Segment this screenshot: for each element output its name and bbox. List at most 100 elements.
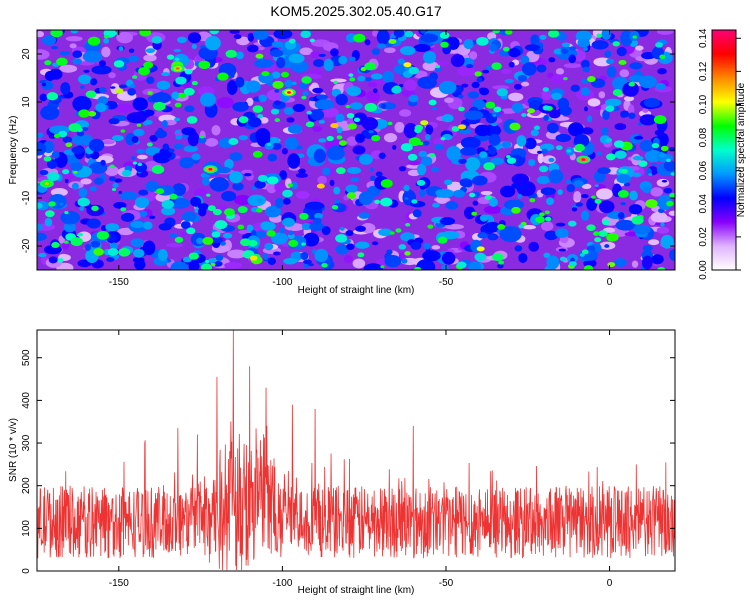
x-tick-label: 0 — [607, 277, 613, 288]
heatmap-cell — [146, 76, 155, 84]
heatmap-cell — [322, 167, 331, 176]
heatmap-cell — [103, 38, 110, 44]
heatmap-cell — [271, 71, 281, 79]
heatmap-cell — [266, 230, 276, 237]
heatmap-cell — [669, 192, 675, 199]
heatmap-cell — [113, 201, 127, 209]
heatmap-cell — [118, 84, 128, 89]
heatmap-cell — [246, 97, 254, 107]
heatmap-cell — [227, 249, 247, 259]
heatmap-cell — [434, 144, 444, 151]
heatmap-cell — [394, 121, 405, 133]
heatmap-cell — [492, 30, 500, 34]
heatmap-cell — [357, 252, 365, 258]
heatmap-cell — [498, 260, 505, 265]
heatmap-cell — [128, 55, 140, 63]
heatmap-cell — [586, 115, 593, 123]
heatmap-cell — [533, 125, 541, 131]
heatmap-cell — [384, 47, 396, 54]
heatmap-cell — [619, 69, 630, 78]
heatmap-cell — [537, 152, 544, 164]
heatmap-cell — [511, 206, 521, 214]
heatmap-cell — [528, 159, 536, 167]
heatmap-cell — [517, 74, 528, 82]
heatmap-cell — [267, 208, 276, 213]
heatmap-cell — [581, 127, 594, 135]
heatmap-cell — [284, 79, 293, 88]
heatmap-cell — [320, 107, 339, 118]
heatmap-cell — [84, 243, 92, 251]
heatmap-cell — [657, 68, 667, 75]
heatmap-cell — [441, 251, 456, 265]
heatmap-cell — [568, 54, 577, 64]
heatmap-cell — [602, 109, 610, 120]
heatmap-cell — [270, 108, 280, 115]
heatmap-cell — [143, 61, 154, 69]
heatmap-cell — [598, 230, 608, 237]
heatmap-cell — [544, 216, 552, 222]
heatmap-cell — [535, 216, 545, 224]
heatmap-cell — [632, 172, 642, 177]
heatmap-cell — [598, 91, 606, 99]
heatmap-cell — [345, 104, 351, 109]
y-tick-label: 20 — [21, 48, 32, 60]
heatmap-cell — [336, 167, 346, 175]
heatmap-cell — [44, 218, 53, 227]
heatmap-cell — [371, 134, 381, 142]
heatmap-cell — [134, 196, 150, 209]
heatmap-cell — [557, 189, 563, 195]
heatmap-cell — [400, 143, 413, 152]
heatmap-cell — [615, 219, 636, 231]
heatmap-cell — [546, 122, 559, 134]
heatmap-cell — [633, 135, 644, 140]
heatmap-cell — [204, 138, 219, 147]
heatmap-cell — [539, 212, 545, 217]
heatmap-cell — [78, 109, 90, 118]
heatmap-cell — [300, 251, 309, 261]
heatmap-cell — [479, 214, 489, 222]
heatmap-cell — [223, 208, 235, 217]
heatmap-cell — [632, 224, 651, 235]
heatmap-cell — [229, 30, 240, 34]
heatmap-cell — [58, 130, 68, 138]
heatmap-cell — [207, 205, 216, 212]
x-tick-label: -50 — [439, 277, 454, 288]
heatmap-cell — [188, 261, 200, 270]
heatmap-cell — [131, 136, 139, 144]
snr-line-panel: -150 -100 -50 0 0 100 200 300 400 500 Height of … — [8, 329, 676, 596]
heatmap-cell — [488, 133, 501, 146]
heatmap-cell — [628, 104, 635, 116]
heatmap-cell — [579, 253, 585, 257]
heatmap-cell — [269, 49, 284, 57]
heatmap-cell — [216, 166, 231, 174]
heatmap-cell — [47, 172, 60, 182]
heatmap-cell — [211, 231, 221, 238]
heatmap-cell — [613, 80, 620, 85]
heatmap-cell — [623, 182, 631, 187]
x-tick-label: -100 — [272, 277, 292, 288]
heatmap-cell — [524, 137, 537, 150]
heatmap-cell — [504, 79, 515, 84]
heatmap-cell — [414, 266, 422, 270]
heatmap-cell — [48, 201, 56, 207]
heatmap-cell — [353, 33, 366, 43]
heatmap-cell — [605, 98, 622, 107]
heatmap-cell — [645, 199, 658, 208]
heatmap-cell — [632, 35, 637, 39]
heatmap-cell — [220, 241, 226, 246]
colorbar: 0.00 0.02 0.04 0.06 0.08 0.10 0.12 0.14 Normali… — [698, 28, 747, 280]
heatmap-cell — [235, 76, 245, 88]
heatmap-cell — [594, 237, 602, 243]
heatmap-cell — [303, 232, 320, 247]
heatmap-cell — [62, 241, 70, 251]
heatmap-cell — [457, 66, 476, 77]
heatmap-cell — [138, 67, 150, 76]
heatmap-cell — [59, 64, 78, 73]
heatmap-cell — [116, 31, 133, 44]
heatmap-cell — [399, 109, 412, 117]
heatmap-cell — [101, 46, 111, 58]
x-tick-label: -50 — [439, 578, 454, 589]
heatmap-cell — [106, 234, 117, 242]
heatmap-cell — [458, 158, 467, 164]
